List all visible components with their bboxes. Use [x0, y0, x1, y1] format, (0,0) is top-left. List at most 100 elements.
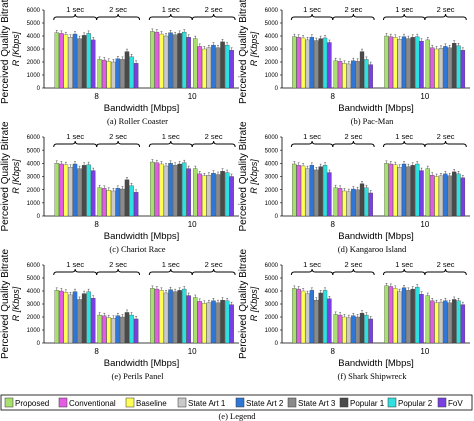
- chart-panel-3: Perceived Quality Bitrate R [Kbps] 0 1000 20…: [238, 121, 470, 254]
- y-tick-label: 0: [275, 341, 279, 347]
- panel-caption: (a) Roller Coaster: [107, 116, 168, 126]
- subgroup-label: 1 sec: [395, 260, 413, 269]
- bar-fov: [368, 318, 373, 344]
- subgroup-label: 1 sec: [303, 5, 321, 14]
- chart-panel-0: Perceived Quality Bitrate R [Kbps] 0 1000 20…: [0, 0, 239, 126]
- panel-caption: (d) Kangaroo Island: [338, 244, 407, 254]
- y-tick-label: 2000: [27, 188, 41, 194]
- y-axis-label: Perceived Quality Bitrate: [238, 249, 249, 359]
- subgroup-label: 1 sec: [66, 132, 84, 141]
- chart-panel-4: Perceived Quality Bitrate R [Kbps] 0 1000 20…: [0, 249, 239, 381]
- bar-conventional: [296, 288, 301, 344]
- bar-state-art-3: [406, 38, 411, 89]
- bar-conventional: [388, 286, 393, 344]
- bar-state-art-3: [215, 302, 221, 344]
- bar-state-art-3: [77, 299, 82, 344]
- bar-conventional: [154, 31, 160, 89]
- y-tick-label: 0: [37, 86, 41, 92]
- bar-conventional: [430, 300, 435, 344]
- y-tick-label: 1000: [265, 73, 279, 79]
- bar-popular-2: [456, 45, 461, 89]
- bar-popular-1: [177, 33, 182, 89]
- y-tick-label: 6000: [265, 8, 279, 14]
- bar-conventional: [430, 175, 435, 217]
- bar-state-art-3: [77, 168, 82, 217]
- bar-conventional: [337, 188, 343, 217]
- x-group-label: 10: [420, 347, 429, 356]
- bar-conventional: [388, 163, 393, 217]
- x-axis-label: Bandwidth [Mbps]: [104, 103, 180, 114]
- bar-state-art-2: [168, 163, 173, 217]
- bar-popular-2: [129, 56, 134, 89]
- bar-conventional: [296, 165, 301, 217]
- bar-popular-1: [451, 299, 457, 344]
- bar-state-art-2: [401, 163, 407, 217]
- bar-state-art-2: [72, 163, 78, 217]
- subgroup-label: 2 sec: [205, 260, 223, 269]
- bar-proposed: [54, 163, 60, 217]
- y-tick-label: 2000: [265, 188, 279, 194]
- subgroup-label: 2 sec: [344, 132, 362, 141]
- bar-popular-1: [220, 299, 225, 344]
- bar-popular-2: [364, 314, 369, 344]
- bar-popular-2: [181, 31, 187, 89]
- y-tick-label: 1000: [27, 73, 41, 79]
- bar-state-art-1: [68, 167, 73, 217]
- subgroup-brace: [382, 140, 426, 148]
- bar-fov: [419, 170, 424, 217]
- bar-state-art-2: [309, 165, 315, 217]
- y-tick-label: 3000: [265, 47, 279, 53]
- x-group-label: 10: [188, 347, 197, 356]
- bar-state-art-2: [115, 315, 121, 344]
- x-group-label: 8: [331, 347, 336, 356]
- subgroup-brace: [148, 268, 193, 276]
- bar-proposed: [425, 168, 430, 217]
- bar-proposed: [384, 285, 389, 344]
- x-group-label: 8: [331, 92, 336, 101]
- y-tick-label: 5000: [265, 21, 279, 27]
- bar-conventional: [197, 46, 203, 89]
- bar-state-art-2: [443, 173, 448, 217]
- bar-proposed: [333, 187, 338, 217]
- subgroup-label: 2 sec: [344, 260, 362, 269]
- bar-state-art-1: [305, 39, 310, 89]
- bar-fov: [327, 298, 332, 344]
- bar-proposed: [54, 290, 60, 344]
- subgroup-brace: [96, 268, 141, 276]
- bar-state-art-3: [406, 290, 411, 344]
- legend-item: State Art 3: [298, 399, 336, 408]
- bar-proposed: [425, 39, 430, 89]
- bar-state-art-1: [438, 301, 444, 344]
- subgroup-brace: [148, 140, 193, 148]
- y-axis-unit-label: R [Kbps]: [249, 159, 259, 194]
- bar-state-art-1: [206, 175, 212, 217]
- bar-popular-2: [364, 187, 369, 217]
- y-tick-label: 3000: [265, 175, 279, 181]
- legend-item: FoV: [448, 399, 463, 408]
- bar-proposed: [333, 314, 338, 344]
- bar-state-art-1: [111, 61, 116, 89]
- subgroup-brace: [191, 13, 236, 21]
- y-tick-label: 5000: [27, 21, 41, 27]
- bar-fov: [133, 192, 139, 217]
- bar-popular-1: [81, 165, 87, 217]
- bar-state-art-2: [168, 32, 173, 89]
- bar-popular-2: [322, 37, 328, 89]
- bar-conventional: [59, 163, 64, 217]
- y-tick-label: 5000: [265, 148, 279, 154]
- x-axis-label: Bandwidth [Mbps]: [338, 358, 414, 369]
- bar-popular-2: [224, 300, 230, 344]
- subgroup-label: 1 sec: [303, 132, 321, 141]
- y-tick-label: 2000: [27, 60, 41, 66]
- y-axis-unit-label: R [Kbps]: [11, 31, 21, 66]
- subgroup-brace: [290, 13, 334, 21]
- bar-baseline: [106, 190, 112, 217]
- y-axis-unit-label: R [Kbps]: [249, 286, 259, 321]
- y-tick-label: 5000: [27, 276, 41, 282]
- legend-swatch: [125, 397, 135, 408]
- bar-state-art-1: [346, 317, 351, 344]
- legend-item: Popular 2: [398, 399, 433, 408]
- panel-caption: (e) Perils Panel: [112, 371, 165, 381]
- bar-state-art-3: [215, 47, 221, 89]
- y-tick-label: 0: [37, 341, 41, 347]
